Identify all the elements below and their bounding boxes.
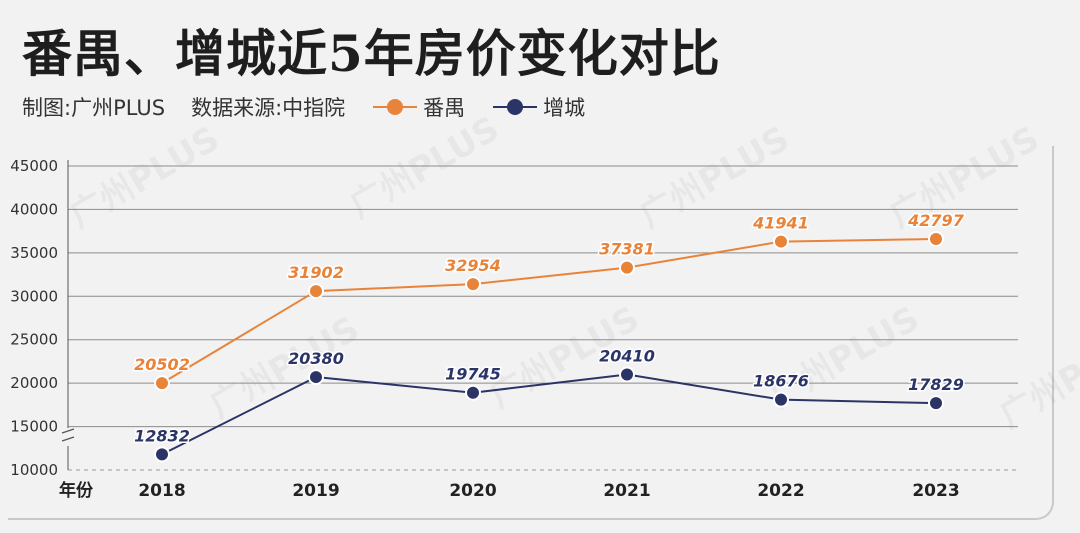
x-tick-label: 2022: [757, 481, 804, 501]
data-label: 41941: [752, 214, 809, 233]
x-tick-label: 2020: [449, 481, 496, 501]
data-point: [928, 230, 944, 247]
legend-marker-icon: [493, 99, 538, 115]
data-point: [308, 283, 324, 300]
y-tick-label: 20000: [10, 374, 58, 392]
chart-frame: [8, 146, 1054, 520]
y-tick-label: 10000: [10, 461, 58, 479]
x-tick-label: 2018: [138, 481, 185, 501]
data-point: [928, 395, 944, 412]
data-label: 20502: [134, 355, 190, 374]
data-label: 20410: [599, 346, 655, 365]
y-tick-label: 30000: [10, 287, 58, 305]
legend-item-zengcheng: 增城: [493, 92, 585, 122]
data-label: 42797: [907, 211, 965, 230]
legend-marker-icon: [373, 99, 418, 115]
y-tick-label: 40000: [10, 200, 58, 218]
data-point: [773, 391, 789, 408]
credit-text: 制图:广州PLUS: [22, 96, 166, 120]
source-text: 数据来源:中指院: [191, 96, 346, 120]
legend-label: 番禺: [423, 96, 466, 120]
axis-break-icon: [61, 428, 75, 442]
data-point: [308, 369, 324, 386]
legend-item-panyu: 番禺: [373, 92, 465, 122]
data-point: [465, 276, 481, 293]
y-tick-label: 35000: [10, 244, 58, 262]
data-point: [619, 259, 635, 276]
data-point: [154, 446, 170, 463]
series-line: [161, 237, 937, 385]
data-label: 19745: [445, 365, 501, 384]
data-label: 17829: [908, 375, 964, 394]
chart-title: 番禺、增城近5年房价变化对比: [22, 24, 721, 83]
x-axis-title: 年份: [59, 480, 94, 501]
series-line: [161, 373, 937, 456]
data-point: [465, 384, 481, 401]
y-tick-label: 15000: [10, 418, 58, 436]
data-point: [773, 233, 789, 250]
x-tick-label: 2019: [292, 481, 339, 501]
data-point: [154, 375, 170, 392]
data-label: 31902: [288, 263, 344, 282]
y-tick-label: 45000: [10, 157, 58, 175]
legend-label: 增城: [543, 96, 586, 120]
data-point: [619, 366, 635, 383]
x-tick-label: 2021: [603, 481, 650, 501]
data-label: 18676: [753, 372, 809, 391]
data-label: 12832: [134, 426, 190, 445]
data-label: 20380: [288, 349, 344, 368]
subtitle-row: 制图:广州PLUS 数据来源:中指院 番禺 增城: [22, 90, 585, 124]
y-tick-label: 25000: [10, 331, 58, 349]
data-label: 37381: [599, 240, 655, 259]
data-label: 32954: [445, 256, 501, 275]
x-tick-label: 2023: [912, 481, 959, 501]
